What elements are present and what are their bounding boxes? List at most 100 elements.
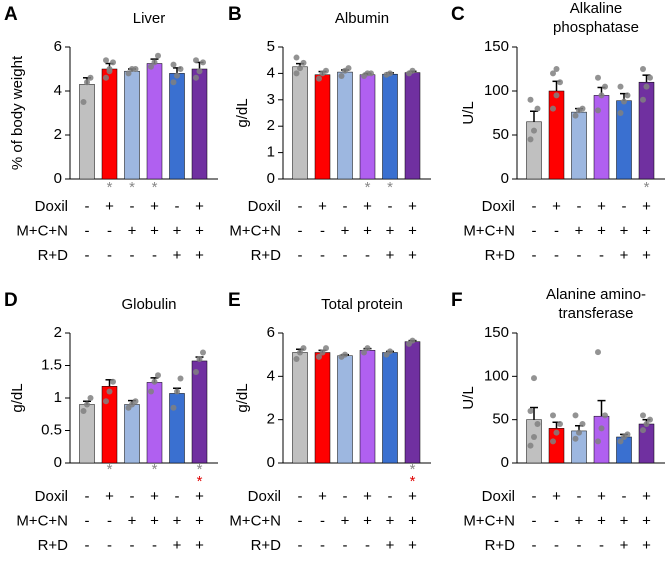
treatment-sign: - — [85, 247, 90, 264]
y-tick-label: 2 — [54, 324, 62, 341]
bar — [191, 360, 208, 464]
treatment-sign: + — [552, 198, 561, 215]
treatment-sign: - — [130, 488, 135, 505]
data-point — [103, 398, 109, 405]
panel-letter: E — [228, 290, 241, 311]
bar — [404, 341, 421, 464]
data-point — [342, 351, 348, 358]
significance-star: * — [197, 461, 203, 478]
treatment-sign: - — [343, 198, 348, 215]
data-point — [84, 401, 90, 408]
treatment-sign: + — [408, 247, 417, 264]
data-point — [557, 79, 563, 86]
treatment-sign: - — [107, 222, 112, 239]
panel-title: Albumin — [335, 10, 389, 27]
treatment-sign: + — [318, 198, 327, 215]
data-point — [640, 96, 646, 103]
significance-star: * — [410, 473, 416, 490]
data-point — [300, 345, 307, 352]
data-point — [409, 337, 416, 344]
data-point — [527, 96, 534, 103]
treatment-sign: - — [320, 537, 325, 554]
treatment-sign: - — [532, 512, 537, 529]
treatment-sign: - — [532, 537, 537, 554]
data-point — [338, 73, 345, 80]
treatment-sign: + — [195, 198, 204, 215]
bar — [638, 81, 655, 180]
bar — [292, 352, 308, 464]
bar — [359, 74, 376, 180]
treatment-sign: - — [532, 222, 537, 239]
data-point — [300, 59, 307, 66]
bar — [359, 350, 376, 464]
bar — [548, 90, 565, 180]
data-point — [640, 412, 646, 419]
treatment-sign: + — [408, 512, 417, 529]
data-point — [293, 54, 300, 61]
bar — [571, 111, 587, 180]
data-point — [553, 66, 560, 72]
treatment-sign: + — [408, 222, 417, 239]
data-point — [200, 349, 206, 356]
data-point — [409, 67, 416, 74]
data-point — [527, 408, 534, 414]
treatment-label: Doxil — [35, 198, 68, 215]
data-point — [316, 75, 322, 82]
significance-star: * — [129, 179, 135, 196]
data-point — [647, 416, 653, 423]
y-tick-label: 0 — [267, 170, 275, 187]
data-point — [80, 99, 87, 105]
y-axis-label: g/dL — [9, 383, 26, 412]
bar — [169, 73, 185, 180]
treatment-sign: + — [318, 488, 327, 505]
data-point — [87, 395, 94, 401]
treatment-sign: - — [85, 222, 90, 239]
treatment-sign: + — [195, 488, 204, 505]
data-point — [125, 70, 132, 77]
significance-star: * — [644, 179, 650, 196]
treatment-sign: + — [597, 488, 606, 505]
y-tick-label: 3 — [267, 91, 275, 108]
treatment-sign: - — [343, 247, 348, 264]
treatment-sign: + — [642, 537, 651, 554]
bar — [101, 68, 118, 180]
data-point — [80, 408, 87, 414]
treatment-sign: - — [365, 537, 370, 554]
data-point — [364, 345, 371, 352]
treatment-label: Doxil — [482, 488, 515, 505]
data-point — [640, 66, 646, 72]
treatment-sign: + — [150, 488, 159, 505]
treatment-sign: - — [320, 512, 325, 529]
treatment-sign: + — [150, 198, 159, 215]
data-point — [643, 421, 650, 427]
y-tick-label: 150 — [484, 38, 509, 55]
data-point — [293, 356, 300, 362]
data-point — [387, 348, 393, 355]
bar — [124, 404, 140, 464]
y-tick-label: 1 — [267, 144, 275, 161]
treatment-sign: + — [552, 488, 561, 505]
treatment-sign: + — [408, 198, 417, 215]
bar — [314, 352, 331, 464]
y-axis-label: U/L — [460, 386, 477, 409]
treatment-sign: - — [577, 247, 582, 264]
data-point — [106, 388, 113, 395]
y-tick-label: 50 — [492, 411, 509, 428]
treatment-sign: - — [622, 198, 627, 215]
treatment-label: M+C+N — [16, 222, 68, 239]
treatment-sign: - — [343, 537, 348, 554]
data-point — [617, 110, 624, 116]
data-point — [368, 70, 374, 77]
data-point — [177, 66, 184, 72]
y-tick-label: 4 — [54, 82, 62, 99]
data-point — [132, 398, 139, 405]
treatment-label: R+D — [485, 247, 516, 264]
data-point — [643, 83, 650, 90]
data-point — [151, 59, 158, 66]
treatment-sign: + — [173, 247, 182, 264]
y-tick-label: 0 — [267, 454, 275, 471]
data-point — [553, 429, 560, 436]
treatment-sign: - — [532, 488, 537, 505]
panel-title: Liver — [133, 10, 166, 27]
treatment-sign: - — [298, 512, 303, 529]
